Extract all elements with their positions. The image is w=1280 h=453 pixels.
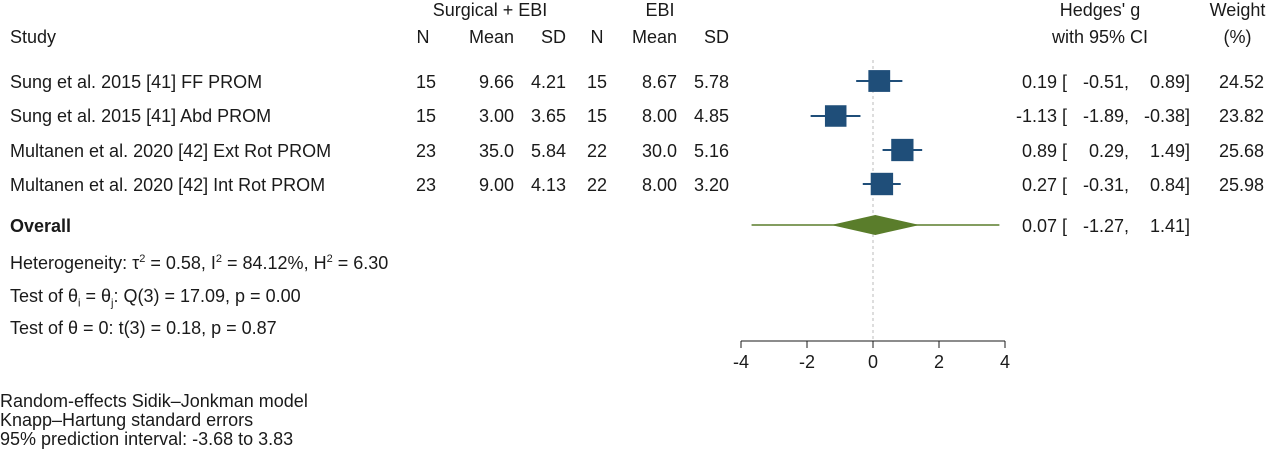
ci-lower: 0.29, xyxy=(1088,141,1129,161)
study-name: Multanen et al. 2020 [42] Int Rot PROM xyxy=(10,175,326,195)
sd2-header: SD xyxy=(703,27,729,47)
overall-ci-upper: 1.41] xyxy=(1149,216,1190,236)
n2-value: 15 xyxy=(586,106,607,126)
study-marker xyxy=(870,172,894,196)
n1-value: 23 xyxy=(415,175,436,195)
het-sup: 2 xyxy=(139,253,146,265)
ci-open-bracket: [ xyxy=(1062,175,1068,195)
het-sup: 2 xyxy=(215,253,222,265)
overall-effect-value: 0.07 xyxy=(1021,216,1057,236)
mean1-value: 35.0 xyxy=(478,141,514,161)
sd2-value: 4.85 xyxy=(693,106,729,126)
effect-value: 0.27 xyxy=(1021,175,1057,195)
x-tick-label: 0 xyxy=(868,352,878,372)
n2-header: N xyxy=(590,27,604,47)
sd1-header: SD xyxy=(540,27,566,47)
effect-value: -1.13 xyxy=(1015,106,1057,126)
weight-value: 25.98 xyxy=(1218,175,1264,195)
mean2-value: 8.00 xyxy=(641,175,677,195)
sd2-value: 5.16 xyxy=(693,141,729,161)
footnote-se: Knapp–Hartung standard errors xyxy=(0,410,254,430)
overall-diamond xyxy=(831,215,920,235)
overall-ci-lower: -1.27, xyxy=(1082,216,1129,236)
n2-value: 15 xyxy=(586,72,607,92)
sd1-value: 4.21 xyxy=(530,72,566,92)
study-marker xyxy=(891,138,914,162)
test1-part: Test of θ xyxy=(10,286,79,306)
mean1-value: 9.00 xyxy=(478,175,514,195)
x-tick-label: 2 xyxy=(934,352,944,372)
sd2-value: 5.78 xyxy=(693,72,729,92)
overall-label: Overall xyxy=(10,216,72,236)
x-tick-label: -2 xyxy=(799,352,815,372)
group1-header: Surgical + EBI xyxy=(432,0,548,20)
study-marker xyxy=(868,70,891,92)
mean2-value: 30.0 xyxy=(641,141,677,161)
effect-header-line2: with 95% CI xyxy=(1051,27,1149,47)
test1-sub: i xyxy=(78,297,81,310)
het-part: = 0.58, I xyxy=(145,253,216,273)
mean1-header: Mean xyxy=(468,27,514,47)
study-name: Sung et al. 2015 [41] FF PROM xyxy=(10,72,263,92)
mean2-value: 8.67 xyxy=(641,72,677,92)
test-homogeneity-text: Test of θi = θj: Q(3) = 17.09, p = 0.00 xyxy=(10,286,301,309)
weight-value: 23.82 xyxy=(1218,106,1264,126)
footnote-prediction-interval: 95% prediction interval: -3.68 to 3.83 xyxy=(0,429,294,449)
n1-value: 15 xyxy=(415,106,436,126)
x-tick-label: 4 xyxy=(1000,352,1010,372)
ci-open-bracket: [ xyxy=(1062,216,1068,236)
ci-upper: 0.84] xyxy=(1149,175,1190,195)
test1-part: = θ xyxy=(80,286,112,306)
ci-lower: -0.31, xyxy=(1082,175,1129,195)
weight-value: 24.52 xyxy=(1218,72,1264,92)
n2-value: 22 xyxy=(586,175,607,195)
ci-upper: -0.38] xyxy=(1143,106,1190,126)
het-part: = 84.12%, H xyxy=(222,253,327,273)
mean1-value: 3.00 xyxy=(478,106,514,126)
n1-value: 23 xyxy=(415,141,436,161)
weight-header-line2: (%) xyxy=(1223,27,1252,47)
sd1-value: 4.13 xyxy=(530,175,566,195)
mean2-value: 8.00 xyxy=(641,106,677,126)
ci-lower: -0.51, xyxy=(1082,72,1129,92)
effect-header-line1: Hedges' g xyxy=(1059,0,1141,20)
het-sup: 2 xyxy=(326,253,333,265)
sd2-value: 3.20 xyxy=(693,175,729,195)
test-overall-text: Test of θ = 0: t(3) = 0.18, p = 0.87 xyxy=(10,318,277,338)
study-marker xyxy=(824,105,847,127)
study-header: Study xyxy=(10,27,57,47)
sd1-value: 5.84 xyxy=(530,141,566,161)
ci-open-bracket: [ xyxy=(1062,72,1068,92)
footnote-model: Random-effects Sidik–Jonkman model xyxy=(0,391,308,411)
effect-value: 0.89 xyxy=(1021,141,1057,161)
x-tick-label: -4 xyxy=(733,352,749,372)
ci-upper: 0.89] xyxy=(1149,72,1190,92)
study-name: Sung et al. 2015 [41] Abd PROM xyxy=(10,106,272,126)
group2-header: EBI xyxy=(645,0,675,20)
test1-sub: j xyxy=(111,297,114,310)
n1-value: 15 xyxy=(415,72,436,92)
weight-header-line1: Weight xyxy=(1209,0,1266,20)
het-part: Heterogeneity: τ xyxy=(10,253,140,273)
study-name: Multanen et al. 2020 [42] Ext Rot PROM xyxy=(10,141,332,161)
sd1-value: 3.65 xyxy=(530,106,566,126)
het-part: = 6.30 xyxy=(332,253,389,273)
test1-part: : Q(3) = 17.09, p = 0.00 xyxy=(113,286,301,306)
mean1-value: 9.66 xyxy=(478,72,514,92)
mean2-header: Mean xyxy=(631,27,677,47)
ci-open-bracket: [ xyxy=(1062,141,1068,161)
heterogeneity-text: Heterogeneity: τ2 = 0.58, I2 = 84.12%, H… xyxy=(10,253,388,273)
n2-value: 22 xyxy=(586,141,607,161)
effect-value: 0.19 xyxy=(1021,72,1057,92)
weight-value: 25.68 xyxy=(1218,141,1264,161)
ci-upper: 1.49] xyxy=(1149,141,1190,161)
ci-open-bracket: [ xyxy=(1062,106,1068,126)
ci-lower: -1.89, xyxy=(1082,106,1129,126)
n1-header: N xyxy=(416,27,430,47)
